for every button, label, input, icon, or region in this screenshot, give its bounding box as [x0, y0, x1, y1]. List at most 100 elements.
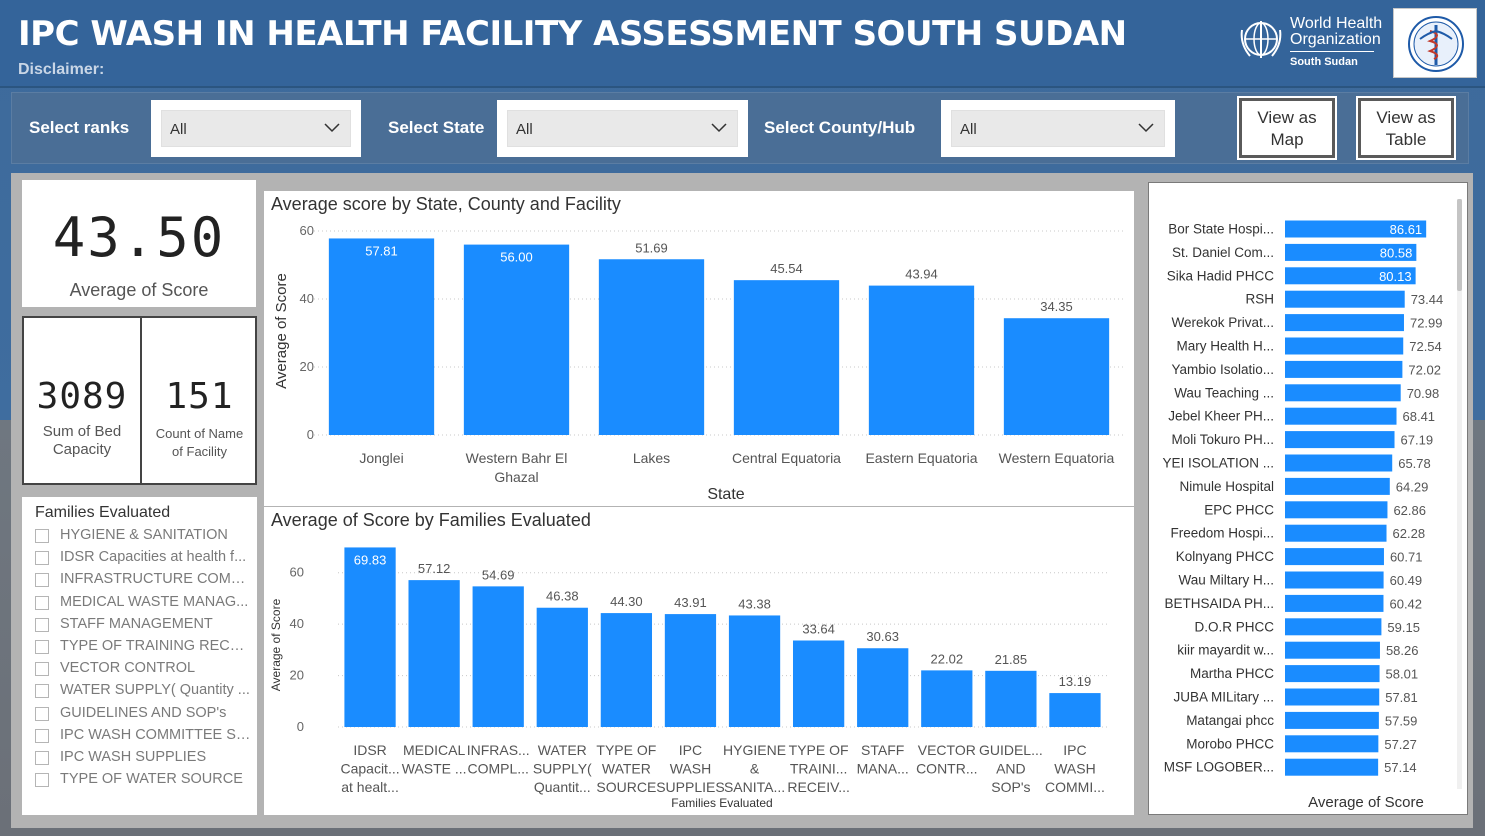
facility-label: Freedom Hospi... [1170, 526, 1274, 541]
facility-label: Moli Tokuro PH... [1171, 432, 1274, 447]
slicer-item[interactable]: IDSR Capacities at health f... [35, 549, 253, 567]
state-filter-label: Select State [388, 118, 485, 137]
bar [1285, 243, 1417, 261]
bar [1285, 711, 1379, 729]
x-tick-label: SANITA... [724, 779, 785, 795]
families-score-chart[interactable]: Average of Score by Families Evaluated 0… [264, 507, 1134, 815]
slicer-item[interactable]: IPC WASH COMMITTEE ST... [35, 727, 253, 745]
filter-bar: Select ranks All Select State All Select… [11, 92, 1469, 164]
ranks-dropdown-field[interactable]: All [161, 110, 351, 147]
state-dropdown-field[interactable]: All [507, 110, 738, 147]
checkbox[interactable] [35, 751, 49, 765]
average-score-card[interactable]: 43.50 Average of Score [22, 180, 256, 307]
data-label: 72.02 [1408, 362, 1441, 377]
checkbox[interactable] [35, 773, 49, 788]
slicer-item-label: IPC WASH SUPPLIES [60, 749, 207, 765]
facility-label: kiir mayardit w... [1177, 643, 1274, 658]
slicer-item[interactable]: GUIDELINES AND SOP's [35, 705, 253, 723]
facility-count-card[interactable]: 151 Count of Name of Facility [142, 318, 257, 483]
facility-label: Martha PHCC [1190, 666, 1274, 681]
slicer-item[interactable]: STAFF MANAGEMENT [35, 616, 253, 634]
checkbox[interactable] [35, 595, 49, 610]
y-tick-label: 0 [297, 719, 304, 734]
checkbox[interactable] [35, 573, 49, 588]
facility-label: Werekok Privat... [1171, 315, 1274, 330]
ministry-of-health-logo [1393, 8, 1477, 78]
county-dropdown-field[interactable]: All [951, 110, 1165, 147]
slicer-item[interactable]: VECTOR CONTROL [35, 660, 253, 678]
slicer-item[interactable]: INFRASTRUCTURE COMPL... [35, 571, 253, 589]
bar [1285, 431, 1395, 449]
bar [792, 640, 845, 727]
slicer-item-label: STAFF MANAGEMENT [60, 615, 213, 632]
county-dropdown[interactable]: All [941, 100, 1175, 157]
header-banner: IPC WASH IN HEALTH FACILITY ASSESSMENT S… [0, 0, 1485, 88]
view-as-table-button[interactable]: View as Table [1356, 96, 1456, 160]
chart-title: Average score by State, County and Facil… [271, 194, 621, 214]
data-label: 46.38 [546, 589, 579, 604]
view-as-map-button[interactable]: View as Map [1237, 96, 1337, 160]
bar [1285, 454, 1393, 472]
slicer-item[interactable]: WATER SUPPLY( Quantity ... [35, 682, 253, 700]
bar [1285, 501, 1388, 519]
data-label: 22.02 [931, 651, 964, 666]
x-tick-label: Central Equatoria [732, 450, 841, 466]
chevron-down-icon[interactable] [711, 123, 727, 133]
slicer-item[interactable]: IPC WASH SUPPLIES [35, 749, 253, 767]
bar [1285, 524, 1387, 542]
slicer-item-label: MEDICAL WASTE MANAG... [60, 593, 249, 610]
slicer-item[interactable]: HYGIENE & SANITATION [35, 527, 253, 545]
data-label: 86.61 [1390, 222, 1423, 237]
bar [328, 238, 435, 435]
data-label: 21.85 [995, 652, 1028, 667]
chevron-down-icon[interactable] [1138, 123, 1154, 133]
data-label: 44.30 [610, 594, 643, 609]
bar [344, 547, 396, 727]
facility-label: RSH [1245, 292, 1274, 307]
y-tick-label: 40 [300, 291, 314, 306]
chevron-down-icon[interactable] [324, 123, 340, 133]
ranks-dropdown[interactable]: All [151, 100, 361, 157]
scrollbar-thumb[interactable] [1457, 199, 1462, 291]
state-dropdown[interactable]: All [497, 100, 748, 157]
disclaimer-label[interactable]: Disclaimer: [18, 61, 105, 78]
bar [1285, 220, 1427, 238]
bar [1285, 641, 1380, 659]
checkbox[interactable] [35, 662, 49, 677]
facility-score-panel[interactable]: Bor State Hospi... 86.61 St. Daniel Com...… [1148, 182, 1468, 815]
data-label: 33.64 [802, 621, 835, 636]
slicer-item[interactable]: TYPE OF TRAINING RECEI... [35, 638, 253, 656]
state-score-chart[interactable]: Average score by State, County and Facil… [264, 191, 1134, 506]
slicer-item[interactable]: TYPE OF WATER SOURCE [35, 771, 253, 789]
data-label: 58.01 [1386, 667, 1419, 682]
checkbox[interactable] [35, 529, 49, 543]
ministry-emblem-icon [1408, 16, 1464, 72]
bar [472, 586, 524, 727]
facility-label: YEI ISOLATION ... [1162, 456, 1274, 471]
facility-label: Mary Health H... [1176, 339, 1274, 354]
facility-count-label-line1: Count of Name [155, 426, 244, 441]
x-tick-label: WATER [538, 742, 587, 758]
county-filter-label: Select County/Hub [764, 118, 916, 137]
slicer-item[interactable]: MEDICAL WASTE MANAG... [35, 594, 253, 612]
checkbox[interactable] [35, 706, 49, 721]
data-label: 70.98 [1407, 386, 1440, 401]
x-tick-label: Ghazal [494, 469, 538, 485]
y-tick-label: 60 [300, 223, 314, 238]
x-tick-label: WASH [1054, 761, 1095, 777]
data-label: 72.99 [1410, 316, 1443, 331]
scrollbar-track[interactable] [1457, 199, 1462, 789]
checkbox[interactable] [35, 640, 49, 654]
x-tick-label: Western Equatoria [999, 450, 1115, 466]
bed-capacity-card[interactable]: 3089 Sum of Bed Capacity [24, 318, 140, 483]
checkbox[interactable] [35, 617, 49, 632]
data-label: 60.49 [1390, 573, 1423, 588]
data-label: 57.59 [1385, 713, 1418, 728]
checkbox[interactable] [35, 728, 49, 743]
data-label: 69.83 [354, 552, 387, 567]
bar [1285, 407, 1397, 425]
checkbox[interactable] [35, 684, 49, 699]
facility-label: MSF LOGOBER... [1164, 760, 1274, 775]
checkbox[interactable] [35, 551, 49, 566]
bar [1285, 267, 1416, 285]
